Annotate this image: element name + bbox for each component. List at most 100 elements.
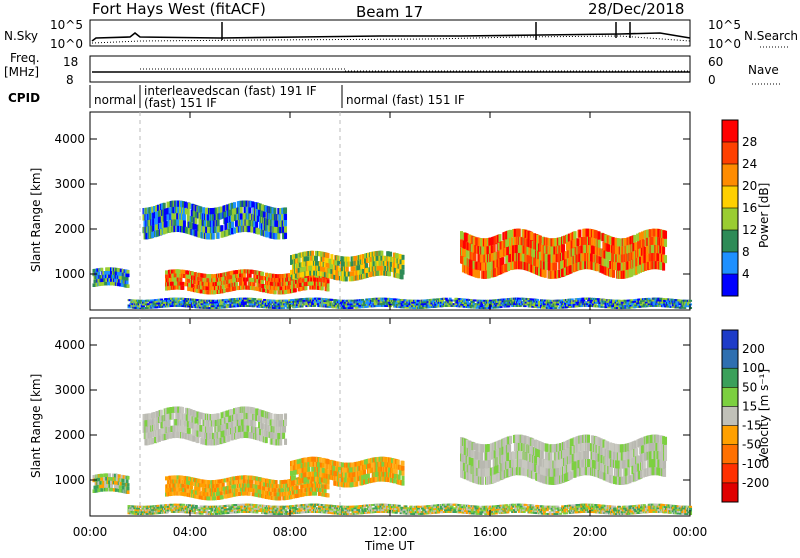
data-cell bbox=[179, 278, 182, 282]
data-cell bbox=[596, 255, 599, 263]
data-cell bbox=[250, 226, 253, 232]
nsearch-tick-bottom: 10^0 bbox=[708, 37, 741, 51]
data-cell bbox=[441, 305, 444, 307]
data-cell bbox=[460, 231, 463, 239]
data-cell bbox=[388, 271, 391, 276]
data-cell bbox=[548, 262, 551, 270]
data-cell bbox=[238, 278, 241, 282]
data-cell bbox=[151, 232, 154, 238]
nsky-trace bbox=[92, 33, 690, 41]
data-cell bbox=[551, 271, 554, 279]
data-cell bbox=[664, 255, 667, 263]
data-cell bbox=[194, 224, 197, 230]
data-cell bbox=[246, 219, 249, 225]
data-cell bbox=[188, 428, 191, 434]
data-cell bbox=[273, 208, 276, 214]
data-cell bbox=[253, 298, 256, 300]
data-cell bbox=[488, 270, 491, 278]
data-cell bbox=[244, 226, 247, 232]
data-cell bbox=[205, 286, 208, 290]
nave-tick-top: 60 bbox=[708, 55, 723, 69]
cpid-segment-3: normal (fast) 151 IF bbox=[346, 93, 465, 107]
data-cell bbox=[263, 211, 266, 217]
data-cell bbox=[325, 298, 328, 300]
data-cell bbox=[181, 420, 184, 426]
data-cell bbox=[253, 282, 256, 286]
data-cell bbox=[633, 306, 636, 308]
data-cell bbox=[322, 257, 325, 262]
colorbar-tick-label: 16 bbox=[742, 201, 757, 215]
y-tick-label: 3000 bbox=[54, 177, 85, 191]
data-cell bbox=[165, 227, 168, 233]
nave-label: Nave bbox=[748, 63, 779, 77]
data-cell bbox=[175, 303, 178, 305]
data-cell bbox=[476, 307, 479, 309]
data-cell bbox=[217, 413, 220, 419]
data-cell bbox=[308, 261, 311, 266]
data-cell bbox=[621, 255, 624, 263]
data-cell bbox=[244, 303, 247, 305]
data-cell bbox=[347, 257, 350, 262]
data-cell bbox=[380, 251, 383, 256]
data-cell bbox=[270, 290, 273, 294]
data-cell bbox=[220, 207, 223, 213]
data-cell bbox=[624, 238, 627, 246]
data-cell bbox=[174, 301, 177, 303]
data-cell bbox=[649, 300, 652, 302]
data-cell bbox=[401, 274, 404, 279]
data-cell bbox=[211, 274, 214, 278]
data-cell bbox=[151, 438, 154, 444]
data-cell bbox=[265, 273, 268, 277]
data-cell bbox=[127, 284, 130, 288]
data-cell bbox=[207, 439, 210, 445]
data-cell bbox=[315, 261, 318, 266]
data-cell bbox=[618, 303, 621, 305]
beam-label: Beam 17 bbox=[356, 3, 423, 21]
data-cell bbox=[477, 270, 480, 278]
data-cell bbox=[545, 262, 548, 270]
data-cell bbox=[536, 299, 539, 301]
data-cell bbox=[630, 268, 633, 276]
data-cell bbox=[519, 305, 522, 307]
data-cell bbox=[639, 302, 642, 304]
data-cell bbox=[181, 407, 184, 413]
colorbar-tick-label: 8 bbox=[742, 245, 750, 259]
data-cell bbox=[108, 275, 111, 279]
data-cell bbox=[612, 270, 615, 278]
data-cell bbox=[615, 305, 618, 307]
nsearch-label: N.Search bbox=[744, 29, 798, 43]
data-cell bbox=[200, 289, 203, 293]
data-cell bbox=[351, 307, 354, 309]
data-cell bbox=[168, 426, 171, 432]
data-cell bbox=[565, 306, 568, 308]
data-cell bbox=[176, 219, 179, 225]
data-cell bbox=[158, 436, 161, 442]
data-cell bbox=[578, 230, 581, 238]
data-cell bbox=[165, 421, 168, 427]
data-cell bbox=[488, 262, 491, 270]
y-tick-label: 4000 bbox=[54, 132, 85, 146]
data-cell bbox=[148, 413, 151, 419]
data-cell bbox=[652, 253, 655, 261]
data-cell bbox=[211, 305, 214, 307]
data-cell bbox=[127, 274, 130, 278]
data-cell bbox=[689, 303, 692, 305]
data-cell bbox=[217, 232, 220, 238]
data-cell bbox=[203, 307, 206, 309]
data-cell bbox=[366, 306, 369, 308]
data-cell bbox=[358, 305, 361, 307]
data-cell bbox=[206, 305, 209, 307]
data-cell bbox=[235, 282, 238, 286]
data-cell bbox=[266, 285, 269, 289]
data-cell bbox=[212, 233, 215, 239]
data-cell bbox=[198, 431, 201, 437]
data-cell bbox=[166, 433, 169, 439]
data-cell bbox=[327, 287, 330, 291]
data-cell bbox=[169, 407, 172, 413]
nave-tick-bottom: 0 bbox=[708, 73, 716, 87]
data-cell bbox=[243, 277, 246, 281]
data-cell bbox=[300, 287, 303, 291]
data-cell bbox=[205, 302, 208, 304]
data-cell bbox=[334, 299, 337, 301]
data-cell bbox=[576, 305, 579, 307]
